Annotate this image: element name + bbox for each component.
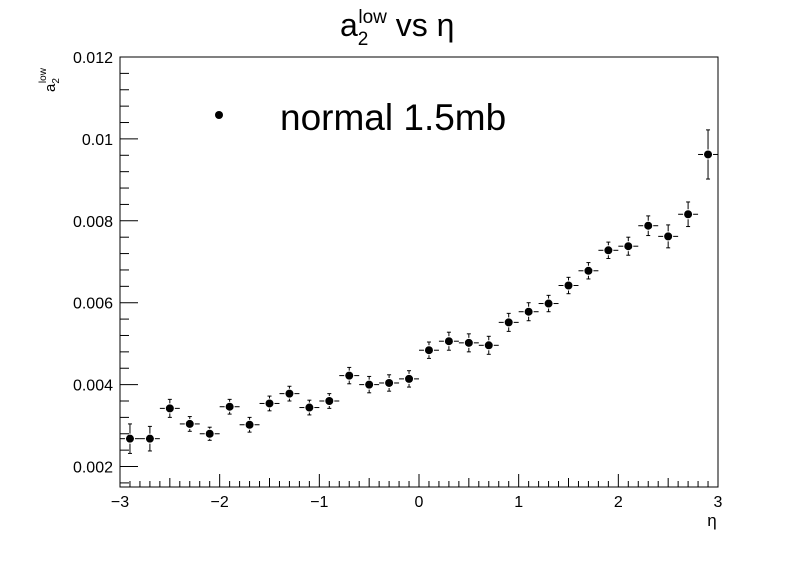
data-point (259, 395, 280, 412)
data-point (139, 425, 160, 452)
chart-title-sup: low (358, 7, 387, 28)
chart-title-rest: vs η (387, 7, 455, 43)
data-marker (464, 338, 473, 347)
data-point (120, 423, 140, 454)
y-axis-label-sub: 2 (51, 78, 62, 84)
data-point (279, 385, 300, 402)
y-axis-label: a2low (38, 67, 62, 92)
y-tick-label: 0.01 (82, 132, 113, 149)
y-tick-label: 0.006 (73, 296, 113, 313)
data-marker (265, 399, 274, 408)
x-axis-label: η (707, 511, 716, 530)
data-marker (444, 337, 453, 346)
data-point (159, 398, 180, 418)
data-marker (504, 318, 513, 327)
data-point (319, 393, 340, 409)
data-marker (325, 397, 334, 405)
x-tick-label: 3 (714, 494, 723, 511)
data-marker (165, 404, 174, 413)
data-marker (564, 281, 573, 290)
data-marker (664, 232, 673, 241)
data-marker (125, 434, 134, 443)
legend-entry: normal 1.5mb (280, 97, 506, 138)
data-marker (205, 429, 214, 438)
data-marker (604, 246, 613, 255)
y-tick-label: 0.012 (73, 50, 113, 67)
chart-title: a2low vs η (340, 7, 454, 50)
data-point (299, 399, 320, 416)
data-point (458, 333, 479, 353)
data-point (379, 374, 400, 392)
x-tick-label: −1 (310, 494, 328, 511)
x-tick-label: −2 (211, 494, 229, 511)
data-point (359, 375, 380, 394)
data-marker (524, 307, 533, 316)
data-marker (644, 221, 653, 230)
data-point (199, 426, 220, 441)
chart-title-base: a (340, 7, 358, 43)
data-marker (584, 266, 593, 275)
data-marker (145, 434, 154, 443)
data-point (678, 201, 699, 228)
data-point (578, 262, 599, 280)
data-point (658, 224, 679, 249)
data-point (638, 215, 659, 237)
data-marker (345, 371, 354, 380)
legend: normal 1.5mb (215, 97, 506, 138)
data-point (618, 236, 639, 256)
legend-marker (215, 111, 223, 119)
data-point (438, 331, 459, 351)
data-point (179, 416, 200, 432)
data-marker (365, 380, 374, 389)
data-point (419, 341, 439, 359)
x-tick-label: 0 (415, 494, 424, 511)
y-axis-label-base: a (42, 83, 59, 92)
data-marker (305, 403, 314, 412)
data-point (538, 294, 559, 313)
y-tick-label: 0.004 (73, 378, 113, 395)
data-point (558, 276, 579, 295)
data-marker (185, 419, 194, 428)
data-marker (544, 299, 553, 308)
data-point (518, 302, 539, 322)
data-marker (684, 210, 693, 219)
points-layer (120, 129, 718, 454)
data-marker (484, 341, 493, 350)
data-point (478, 335, 499, 355)
data-point (498, 312, 519, 332)
data-point (399, 370, 419, 388)
x-tick-label: 1 (514, 494, 523, 511)
data-marker (424, 346, 433, 355)
x-tick-label: −3 (111, 494, 129, 511)
data-point (219, 398, 240, 415)
y-tick-label: 0.002 (73, 460, 113, 477)
data-marker (624, 242, 633, 251)
y-axis-label-sup: low (38, 67, 49, 83)
data-marker (405, 374, 414, 383)
data-marker (704, 150, 713, 159)
x-tick-label: 2 (614, 494, 623, 511)
data-point (698, 129, 718, 180)
data-marker (285, 389, 294, 398)
y-tick-label: 0.008 (73, 214, 113, 231)
chart-title-sub: 2 (358, 29, 369, 50)
data-marker (225, 402, 234, 411)
data-marker (385, 378, 394, 387)
axes-layer: −3 −2 −1 0 1 2 3 0.002 0.004 0.006 0.008 0.01 0.012 (73, 50, 723, 511)
data-point (339, 366, 360, 385)
data-point (239, 416, 260, 433)
data-marker (245, 420, 254, 429)
data-point (598, 241, 619, 259)
